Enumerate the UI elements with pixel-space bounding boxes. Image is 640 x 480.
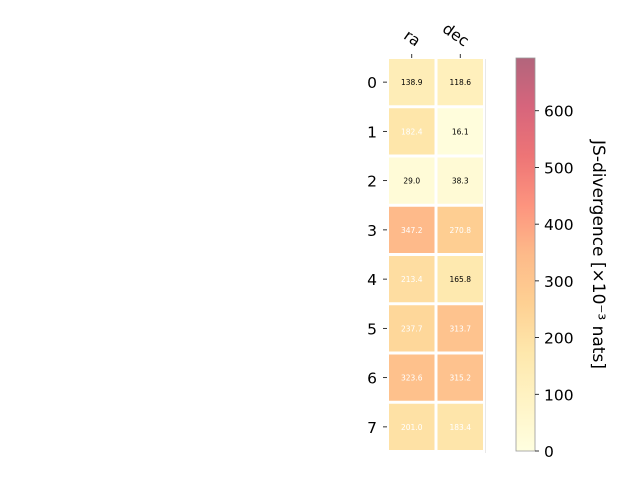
colorbar-tick-label: 600 xyxy=(544,103,574,121)
heatmap-cell xyxy=(437,403,483,450)
cell-value-label: 213.4 xyxy=(401,275,423,284)
row-tick-label: 1 xyxy=(367,123,377,141)
cell-value-label: 323.6 xyxy=(401,374,423,383)
cell-value-label: 183.4 xyxy=(450,423,472,432)
cell-value-label: 29.0 xyxy=(403,177,420,186)
column-tick-label: ra xyxy=(400,26,423,50)
cell-value-label: 182.4 xyxy=(401,127,423,136)
heatmap-cell xyxy=(389,354,435,401)
heatmap-cell xyxy=(437,354,483,401)
colorbar-label: JS-divergence [×10⁻³ nats] xyxy=(588,139,608,369)
colorbar-tick-label: 500 xyxy=(544,159,574,177)
row-tick-label: 3 xyxy=(367,222,377,240)
cell-value-label: 165.8 xyxy=(450,275,472,284)
row-tick-label: 5 xyxy=(367,320,377,338)
colorbar-gradient xyxy=(515,57,536,452)
colorbar-tick-label: 100 xyxy=(544,386,574,404)
row-tick-label: 7 xyxy=(367,419,377,437)
colorbar-tick-label: 0 xyxy=(544,443,554,461)
heatmap-cell xyxy=(389,157,435,204)
heatmap-cell xyxy=(437,256,483,303)
cell-value-label: 16.1 xyxy=(452,127,469,136)
cell-value-label: 118.6 xyxy=(450,78,472,87)
row-tick-label: 2 xyxy=(367,173,377,191)
column-tick-labels: ra dec xyxy=(400,20,472,58)
heatmap-cell xyxy=(389,108,435,155)
heatmap-cell xyxy=(389,305,435,352)
heatmap-cell xyxy=(437,59,483,106)
colorbar-tick-label: 400 xyxy=(544,216,574,234)
cell-value-label: 38.3 xyxy=(452,177,469,186)
row-tick-label: 6 xyxy=(367,370,377,388)
column-tick-label: dec xyxy=(439,20,472,51)
heatmap-cell xyxy=(389,206,435,253)
heatmap-cell xyxy=(437,305,483,352)
heatmap-cell xyxy=(437,157,483,204)
heatmap-cell xyxy=(389,256,435,303)
heatmap-cell xyxy=(389,403,435,450)
row-tick-label: 4 xyxy=(367,271,377,289)
row-tick-labels: 0 1 2 3 4 5 6 7 xyxy=(367,74,387,437)
heatmap-cell xyxy=(437,206,483,253)
cell-value-label: 237.7 xyxy=(401,324,423,333)
colorbar-ticks: 0 100 200 300 400 500 600 xyxy=(535,103,574,461)
cell-value-label: 313.7 xyxy=(450,324,472,333)
colorbar-tick-label: 300 xyxy=(544,273,574,291)
cell-value-label: 315.2 xyxy=(450,374,472,383)
cell-value-label: 201.0 xyxy=(401,423,423,432)
colorbar: 0 100 200 300 400 500 600 JS-divergence [×10⁻³… xyxy=(515,57,608,461)
heatmap-cell xyxy=(437,108,483,155)
colorbar-tick-label: 200 xyxy=(544,330,574,348)
heatmap-cells: 138.9 118.6 182.4 16.1 29.0 38.3 347.2 270.8 213… xyxy=(389,59,486,453)
row-tick-label: 0 xyxy=(367,74,377,92)
cell-value-label: 270.8 xyxy=(450,226,472,235)
heatmap-cell xyxy=(389,59,435,106)
cell-value-label: 138.9 xyxy=(401,78,423,87)
cell-value-label: 347.2 xyxy=(401,226,423,235)
